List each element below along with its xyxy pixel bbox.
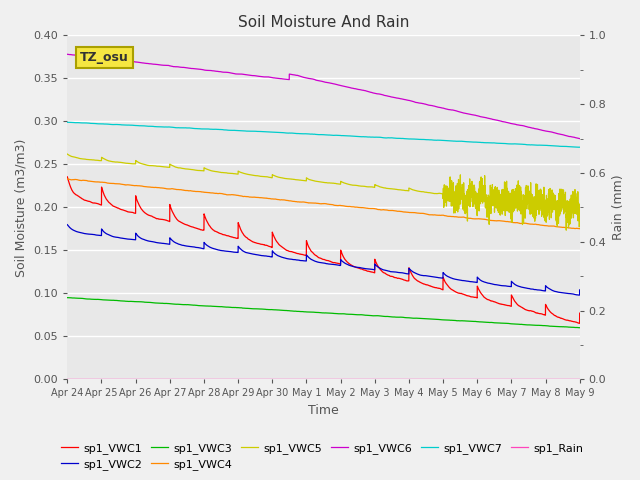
sp1_VWC2 (371, 267, 378, 273)
sp1_VWC2 (575, 292, 583, 298)
sp1_Rain (157, 376, 164, 382)
sp1_VWC6 (259, 74, 267, 80)
X-axis label: Time: Time (308, 404, 339, 417)
sp1_VWC3 (446, 317, 454, 323)
sp1_VWC6 (446, 107, 454, 112)
sp1_VWC6 (63, 51, 71, 57)
sp1_VWC5 (576, 211, 584, 217)
Y-axis label: Rain (mm): Rain (mm) (612, 175, 625, 240)
sp1_VWC5 (63, 151, 71, 157)
sp1_Rain (576, 376, 584, 382)
sp1_VWC5 (397, 187, 404, 193)
sp1_VWC2 (576, 287, 584, 293)
Title: Soil Moisture And Rain: Soil Moisture And Rain (238, 15, 409, 30)
sp1_VWC2 (446, 275, 454, 280)
sp1_VWC4 (397, 209, 404, 215)
Text: TZ_osu: TZ_osu (80, 51, 129, 64)
sp1_VWC1 (157, 216, 164, 222)
sp1_VWC6 (157, 62, 164, 68)
sp1_VWC7 (371, 134, 378, 140)
Line: sp1_VWC1: sp1_VWC1 (67, 177, 580, 324)
sp1_Rain (484, 376, 492, 382)
sp1_VWC6 (371, 90, 378, 96)
sp1_VWC7 (575, 144, 582, 150)
Line: sp1_VWC6: sp1_VWC6 (67, 54, 580, 139)
sp1_VWC5 (484, 211, 492, 216)
sp1_VWC3 (371, 313, 378, 319)
sp1_VWC2 (63, 222, 71, 228)
sp1_VWC1 (371, 270, 378, 276)
sp1_VWC3 (259, 306, 267, 312)
sp1_VWC4 (575, 226, 583, 231)
sp1_VWC7 (63, 120, 71, 125)
sp1_VWC1 (259, 242, 267, 248)
sp1_VWC2 (157, 240, 164, 246)
sp1_VWC5 (259, 174, 267, 180)
sp1_VWC4 (63, 176, 71, 182)
sp1_Rain (446, 376, 454, 382)
Line: sp1_VWC5: sp1_VWC5 (67, 154, 580, 230)
sp1_VWC4 (446, 214, 454, 219)
sp1_VWC1 (576, 321, 584, 326)
sp1_VWC3 (157, 300, 164, 306)
sp1_VWC2 (484, 280, 492, 286)
sp1_Rain (63, 376, 71, 382)
sp1_VWC1 (397, 276, 404, 282)
sp1_VWC5 (563, 227, 570, 233)
sp1_VWC7 (397, 135, 404, 141)
sp1_VWC7 (157, 124, 164, 130)
sp1_VWC3 (576, 325, 584, 331)
sp1_VWC7 (446, 138, 454, 144)
sp1_VWC2 (259, 253, 267, 259)
sp1_VWC3 (575, 325, 583, 331)
sp1_VWC3 (63, 295, 71, 300)
sp1_VWC3 (397, 314, 404, 320)
sp1_VWC6 (484, 116, 492, 121)
sp1_VWC5 (371, 184, 378, 190)
Line: sp1_VWC3: sp1_VWC3 (67, 298, 580, 328)
sp1_VWC4 (484, 217, 492, 223)
Legend: sp1_VWC1, sp1_VWC2, sp1_VWC3, sp1_VWC4, sp1_VWC5, sp1_VWC6, sp1_VWC7, sp1_Rain: sp1_VWC1, sp1_VWC2, sp1_VWC3, sp1_VWC4, … (57, 438, 588, 474)
sp1_VWC1 (576, 310, 584, 316)
sp1_VWC6 (397, 96, 404, 102)
sp1_VWC7 (576, 144, 584, 150)
sp1_Rain (397, 376, 404, 382)
sp1_VWC4 (259, 195, 267, 201)
sp1_Rain (371, 376, 378, 382)
Line: sp1_VWC2: sp1_VWC2 (67, 225, 580, 295)
sp1_VWC4 (157, 185, 164, 191)
Y-axis label: Soil Moisture (m3/m3): Soil Moisture (m3/m3) (15, 138, 28, 276)
Line: sp1_VWC7: sp1_VWC7 (67, 122, 580, 147)
sp1_VWC1 (484, 297, 492, 302)
sp1_VWC6 (576, 136, 584, 142)
sp1_VWC1 (446, 285, 454, 291)
Line: sp1_VWC4: sp1_VWC4 (67, 179, 580, 228)
sp1_VWC4 (576, 226, 584, 231)
sp1_VWC2 (397, 270, 404, 276)
sp1_Rain (259, 376, 267, 382)
sp1_VWC5 (446, 197, 454, 203)
sp1_VWC7 (259, 129, 267, 134)
sp1_VWC3 (484, 320, 492, 325)
sp1_VWC4 (371, 206, 378, 212)
sp1_VWC7 (484, 140, 492, 146)
sp1_VWC1 (63, 174, 71, 180)
sp1_VWC5 (157, 164, 164, 169)
